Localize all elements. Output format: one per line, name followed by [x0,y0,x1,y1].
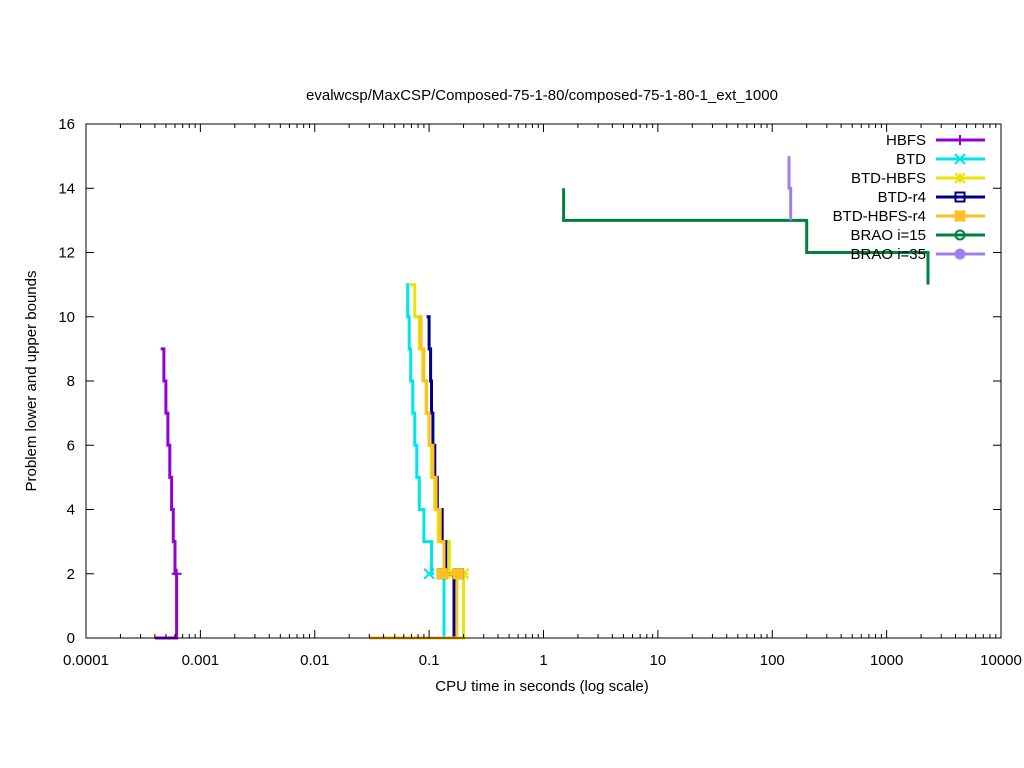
legend-marker [954,191,966,203]
series-brao-i-35 [787,156,793,221]
legend-item: BRAO i=35 [851,246,985,263]
x-tick-label: 0.0001 [63,652,109,669]
series-upper-line [160,347,177,576]
series-upper-line [418,315,457,576]
legend-marker [954,248,966,260]
legend-label: BTD-HBFS [851,170,926,187]
y-tick-label: 14 [58,180,75,197]
x-tick-label: 1 [539,652,547,669]
series-brao-i-15 [562,188,930,285]
legend-item: BTD-HBFS-r4 [833,208,985,225]
y-tick-label: 16 [58,116,75,133]
series-btd-hbfs [410,283,470,640]
legend: HBFS BTD BTD-HBFS BTD-r4 BTD-HBFS-r4 BRAO i=1… [833,132,985,263]
x-tick-label: 10000 [980,652,1022,669]
series-lower-line [429,573,446,640]
legend-marker [954,172,966,184]
y-tick-label: 0 [67,630,75,647]
series-marker [452,568,464,580]
legend-item: BRAO i=15 [851,227,985,244]
y-axis-label: Problem lower and upper bounds [23,271,40,492]
series-upper-line [562,188,930,285]
legend-marker [955,135,965,145]
series-upper-line [787,156,793,221]
series-lower-line [154,573,179,640]
series-upper-line [410,283,464,576]
series-hbfs [154,347,182,640]
y-tick-label: 12 [58,245,75,262]
legend-label: HBFS [886,132,926,149]
series-marker [436,568,448,580]
legend-label: BRAO i=35 [851,246,926,263]
legend-item: BTD-r4 [878,189,985,206]
x-tick-label: 100 [760,652,785,669]
series-lower-line [450,573,456,640]
y-tick-label: 10 [58,309,75,326]
legend-marker [954,210,966,222]
y-tick-label: 4 [67,502,75,519]
chart-title: evalwcsp/MaxCSP/Composed-75-1-80/compose… [306,87,778,104]
y-tick-label: 8 [67,373,75,390]
y-tick-label: 6 [67,437,75,454]
plot-frame [85,123,1002,639]
x-tick-label: 0.01 [300,652,329,669]
x-tick-label: 0.1 [419,652,440,669]
legend-label: BRAO i=15 [851,227,926,244]
series-btd [406,283,446,640]
x-tick-label: 0.001 [182,652,220,669]
series-marker [171,568,182,579]
x-axis-label: CPU time in seconds (log scale) [435,678,648,695]
series-upper-line [406,283,434,576]
series-marker [423,568,435,580]
legend-marker [954,153,966,165]
legend-item: HBFS [886,132,985,149]
y-tick-label: 2 [67,566,75,583]
legend-label: BTD-HBFS-r4 [833,208,926,225]
legend-label: BTD [896,151,926,168]
legend-item: BTD-HBFS [851,170,985,187]
legend-item: BTD [896,151,985,168]
x-tick-label: 10 [650,652,667,669]
legend-label: BTD-r4 [878,189,926,206]
x-tick-label: 1000 [870,652,903,669]
legend-marker [954,229,966,241]
